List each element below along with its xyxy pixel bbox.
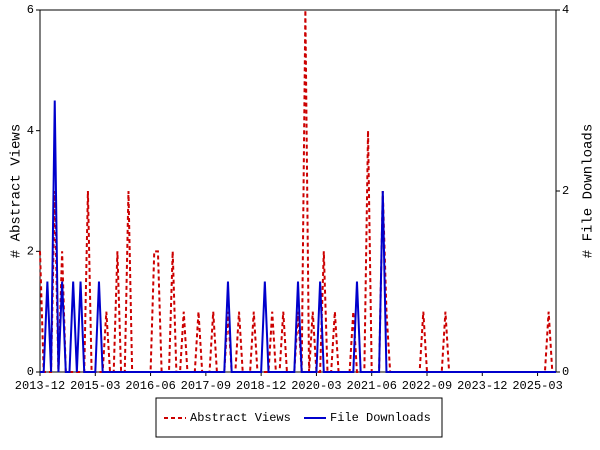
x-tick-label: 2022-09 <box>402 379 452 393</box>
x-tick-label: 2015-03 <box>70 379 120 393</box>
y-tick-label: 4 <box>27 124 34 138</box>
y-tick-label: 2 <box>27 245 34 259</box>
x-tick-label: 2025-03 <box>512 379 562 393</box>
x-tick-label: 2023-12 <box>457 379 507 393</box>
series-line <box>39 9 556 373</box>
legend-label: File Downloads <box>330 411 431 425</box>
legend-label: Abstract Views <box>190 411 291 425</box>
y-tick-label: 6 <box>27 3 34 17</box>
x-tick-label: 2021-06 <box>347 379 397 393</box>
x-tick-label: 2017-09 <box>181 379 231 393</box>
y-tick-label: 0 <box>27 365 34 379</box>
x-tick-label: 2013-12 <box>15 379 65 393</box>
x-tick-label: 2018-12 <box>236 379 286 393</box>
y2-axis-title: # File Downloads <box>581 124 597 258</box>
y2-tick-label: 4 <box>562 3 569 17</box>
y-axis-title: # Abstract Views <box>9 124 25 258</box>
y2-tick-label: 2 <box>562 184 569 198</box>
series-line <box>40 100 556 373</box>
x-tick-label: 2016-06 <box>125 379 175 393</box>
x-tick-label: 2020-03 <box>291 379 341 393</box>
legend-box <box>155 397 443 438</box>
y2-tick-label: 0 <box>562 365 569 379</box>
